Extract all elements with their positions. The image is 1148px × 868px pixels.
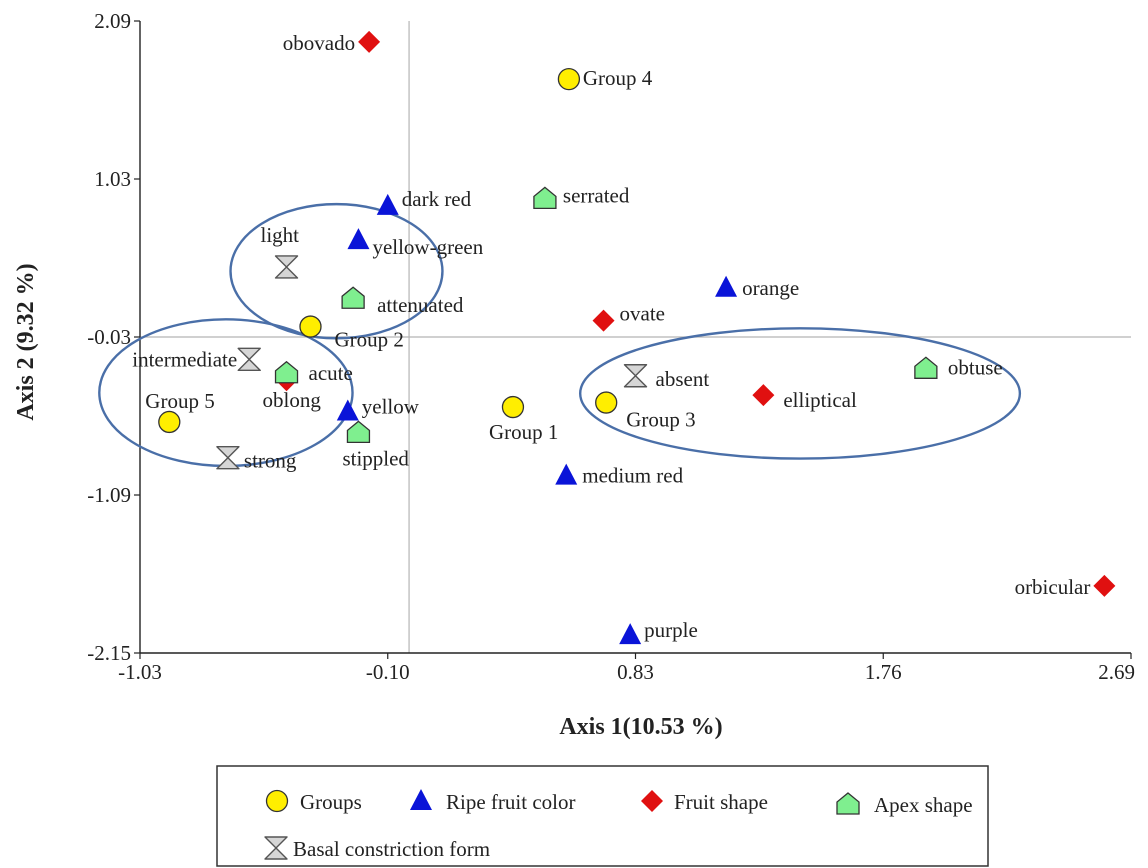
- point-label-dark-red: dark red: [402, 187, 472, 211]
- point-label-ovate: ovate: [620, 302, 665, 326]
- point-yellow-green: [347, 228, 370, 250]
- point-label-group-3: Group 3: [626, 408, 695, 432]
- reference-lines: [140, 21, 1131, 653]
- x-tick-label: -0.10: [366, 660, 410, 684]
- point-dark-red: [376, 193, 399, 215]
- point-label-acute: acute: [309, 361, 353, 385]
- point-label-medium-red: medium red: [582, 464, 683, 488]
- point-group-1: [501, 395, 525, 419]
- point-elliptical: [752, 384, 775, 407]
- highlight-ellipses: [98, 202, 1022, 468]
- legend-marker-fruit-shape: [641, 790, 663, 812]
- data-points: [158, 30, 1116, 645]
- point-stippled: [346, 420, 371, 444]
- point-label-group-5: Group 5: [145, 389, 214, 413]
- point-label-yellow-green: yellow-green: [372, 235, 483, 259]
- point-labels: Group 4 Group 2 Group 5 Group 1 Group 3 dark …: [132, 31, 1090, 642]
- y-tick-label: 1.03: [94, 167, 131, 191]
- highlight-ellipse: [229, 202, 444, 340]
- point-label-elliptical: elliptical: [783, 388, 857, 412]
- point-label-orange: orange: [742, 276, 799, 300]
- legend: Groups Ripe fruit color Fruit shape Apex sh…: [216, 765, 989, 867]
- point-label-orbicular: orbicular: [1015, 575, 1091, 599]
- point-obtuse: [914, 356, 938, 379]
- x-tick-label: 1.76: [865, 660, 902, 684]
- point-group-2: [299, 315, 322, 338]
- x-tick-label: -1.03: [118, 660, 162, 684]
- point-label-group-4: Group 4: [583, 66, 653, 90]
- point-label-attenuated: attenuated: [377, 293, 464, 317]
- point-strong: [216, 446, 240, 470]
- point-purple: [619, 623, 642, 645]
- y-tick-label: -0.03: [87, 325, 131, 349]
- axes: -1.03 -0.10 0.83 1.76 2.69 2.09 1.03 -0.03 -1.09…: [87, 9, 1135, 684]
- point-group-4: [557, 67, 581, 91]
- x-tick-label: 0.83: [617, 660, 654, 684]
- point-label-absent: absent: [656, 367, 710, 391]
- legend-label-groups: Groups: [300, 790, 362, 814]
- highlight-ellipse: [578, 327, 1022, 460]
- legend-label-ripe-fruit-color: Ripe fruit color: [446, 790, 575, 814]
- axis-titles: Axis 1(10.53 %) Axis 2 (9.32 %): [13, 263, 723, 740]
- point-serrated: [533, 186, 557, 210]
- x-axis-title: Axis 1(10.53 %): [559, 714, 722, 740]
- legend-marker-basal-constriction-form: [264, 836, 288, 860]
- point-orange: [715, 275, 738, 297]
- point-group-3: [595, 391, 618, 414]
- point-group-5: [158, 410, 181, 434]
- point-ovate: [592, 309, 615, 332]
- point-orbicular: [1093, 574, 1116, 597]
- point-yellow: [336, 399, 359, 421]
- point-label-serrated: serrated: [563, 183, 630, 207]
- point-label-group-2: Group 2: [334, 328, 403, 352]
- legend-marker-ripe-fruit-color: [410, 789, 432, 810]
- point-label-purple: purple: [644, 618, 698, 642]
- legend-label-fruit-shape: Fruit shape: [674, 790, 768, 814]
- point-label-intermediate: intermediate: [132, 347, 237, 371]
- point-label-obtuse: obtuse: [948, 355, 1003, 379]
- point-label-oblong: oblong: [263, 388, 322, 412]
- point-absent: [623, 364, 648, 388]
- point-medium-red: [555, 463, 578, 485]
- point-label-stippled: stippled: [342, 446, 409, 470]
- point-intermediate: [237, 347, 261, 372]
- point-obovado: [358, 30, 381, 53]
- point-acute: [274, 360, 299, 384]
- y-axis-title: Axis 2 (9.32 %): [13, 263, 39, 420]
- y-tick-label: -1.09: [87, 483, 131, 507]
- y-tick-label: -2.15: [87, 641, 131, 665]
- legend-label-apex-shape: Apex shape: [874, 793, 973, 817]
- legend-label-basal-constriction-form: Basal constriction form: [293, 837, 490, 861]
- legend-box: [216, 765, 989, 867]
- point-attenuated: [341, 286, 365, 309]
- point-light: [274, 255, 299, 279]
- y-tick-label: 2.09: [94, 9, 131, 33]
- point-label-yellow: yellow: [362, 395, 420, 419]
- legend-marker-apex-shape: [836, 792, 860, 815]
- legend-marker-groups: [265, 789, 289, 813]
- x-tick-label: 2.69: [1098, 660, 1135, 684]
- point-label-obovado: obovado: [283, 31, 355, 55]
- point-label-group-1: Group 1: [489, 420, 558, 444]
- point-label-light: light: [261, 223, 300, 247]
- point-label-strong: strong: [244, 449, 297, 473]
